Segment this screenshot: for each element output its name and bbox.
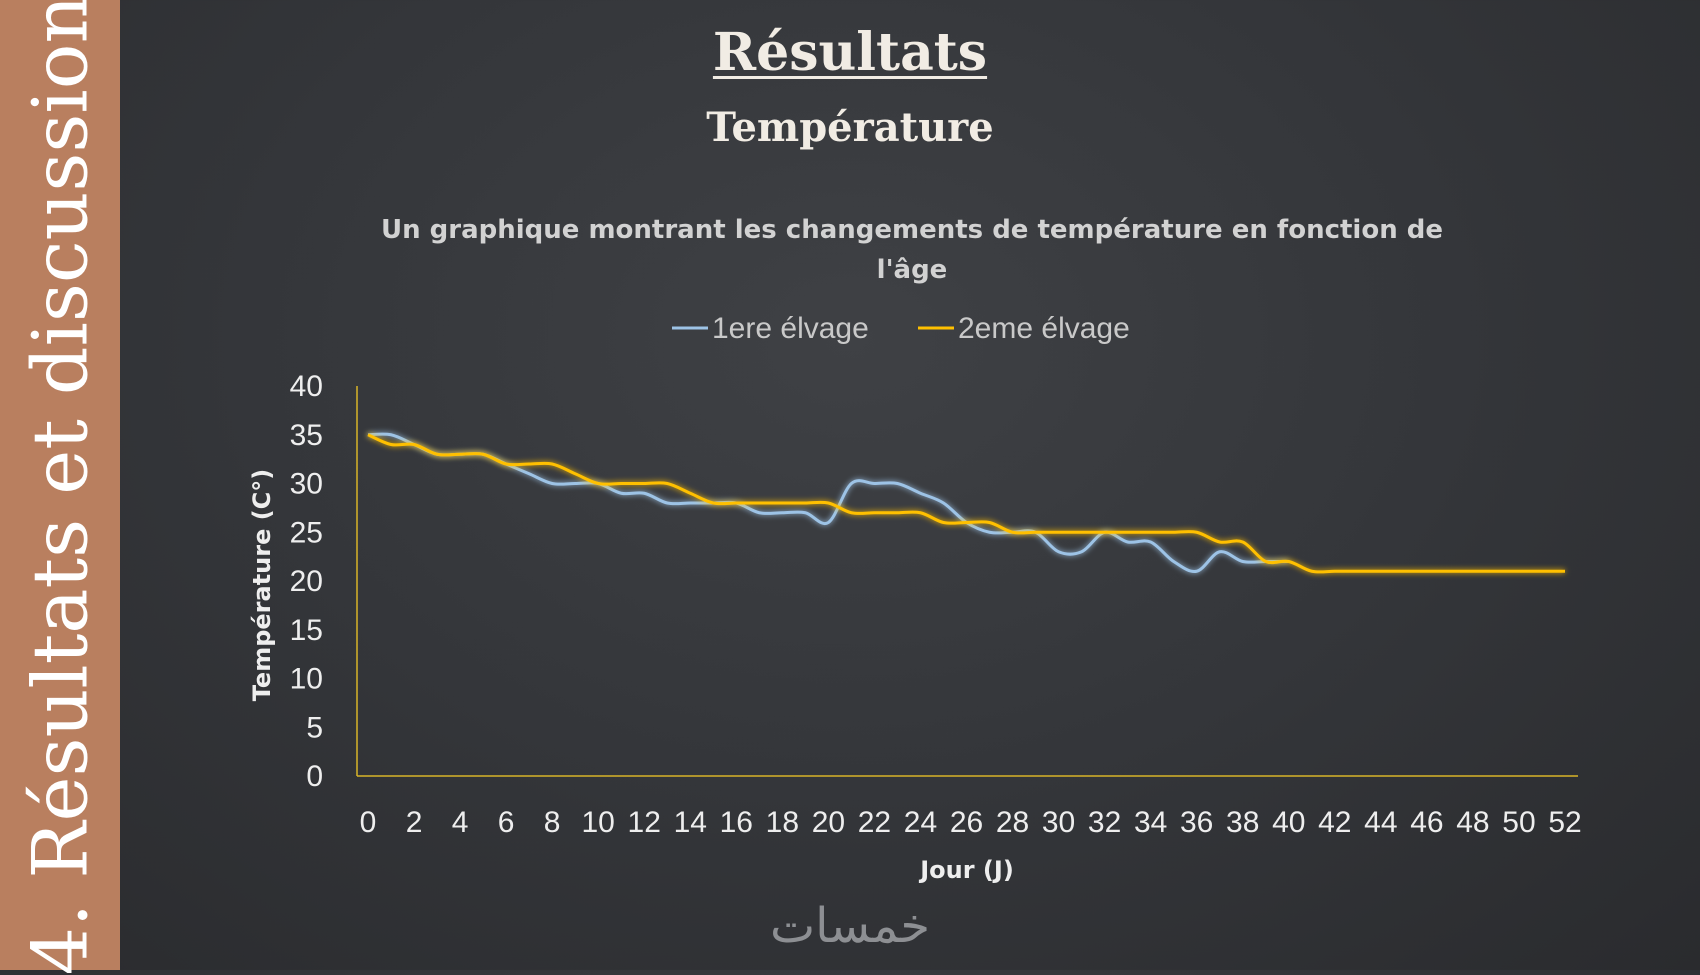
x-tick-label: 24 [904,806,937,839]
page-title: Résultats [0,22,1700,83]
chart-title-line-2: l'âge [877,255,948,285]
series-line-1 [367,432,1289,573]
y-tick-labels: 0 5 10 15 20 25 30 35 40 [290,370,323,793]
y-tick-label: 35 [290,419,323,452]
x-tick-label: 20 [812,806,845,839]
chart-axes [356,386,1578,777]
x-axis-title: Jour (J) [918,856,1014,884]
x-tick-label: 10 [582,806,615,839]
y-tick-label: 15 [290,614,323,647]
y-tick-label: 5 [306,711,323,744]
x-tick-label: 36 [1180,806,1213,839]
x-tick-label: 30 [1042,806,1075,839]
x-tick-label: 18 [766,806,799,839]
chart-title-line-1: Un graphique montrant les changements de… [381,215,1443,245]
x-tick-label: 50 [1502,806,1535,839]
x-tick-label: 28 [996,806,1029,839]
x-tick-label: 2 [406,806,423,839]
watermark-logo: خمسات [769,898,931,954]
x-tick-label: 40 [1272,806,1305,839]
x-tick-label: 26 [950,806,983,839]
series-line-2 [367,433,1565,574]
x-tick-label: 0 [360,806,377,839]
x-tick-label: 14 [674,806,707,839]
x-tick-label: 46 [1410,806,1443,839]
y-tick-label: 30 [290,468,323,501]
x-tick-label: 42 [1318,806,1351,839]
x-tick-label: 52 [1548,806,1581,839]
page-title-text: Résultats [712,22,988,83]
y-axis-title: Température (C°) [248,469,276,702]
x-tick-label: 16 [720,806,753,839]
x-tick-label: 22 [858,806,891,839]
page-subtitle: Température [706,104,994,151]
x-tick-label: 32 [1088,806,1121,839]
x-tick-labels: 0 2 4 6 8 10 12 14 16 18 20 22 24 26 28 30 32 34 36 38 40 42 4… [360,806,1582,839]
x-tick-label: 44 [1364,806,1397,839]
x-tick-label: 8 [544,806,561,839]
x-tick-label: 38 [1226,806,1259,839]
legend-label-1: 1ere élvage [712,312,869,345]
y-tick-label: 10 [290,663,323,696]
x-tick-label: 12 [628,806,661,839]
y-tick-label: 25 [290,516,323,549]
x-tick-label: 48 [1456,806,1489,839]
section-sidebar [0,0,120,970]
legend-label-2: 2eme élvage [958,312,1130,345]
y-tick-label: 20 [290,565,323,598]
chart-legend: 1ere élvage 2eme élvage [672,312,1130,345]
x-tick-label: 4 [452,806,469,839]
chart-series-lines [367,432,1565,574]
y-tick-label: 40 [290,370,323,403]
x-tick-label: 34 [1134,806,1167,839]
x-tick-label: 6 [498,806,515,839]
y-tick-label: 0 [306,760,323,793]
